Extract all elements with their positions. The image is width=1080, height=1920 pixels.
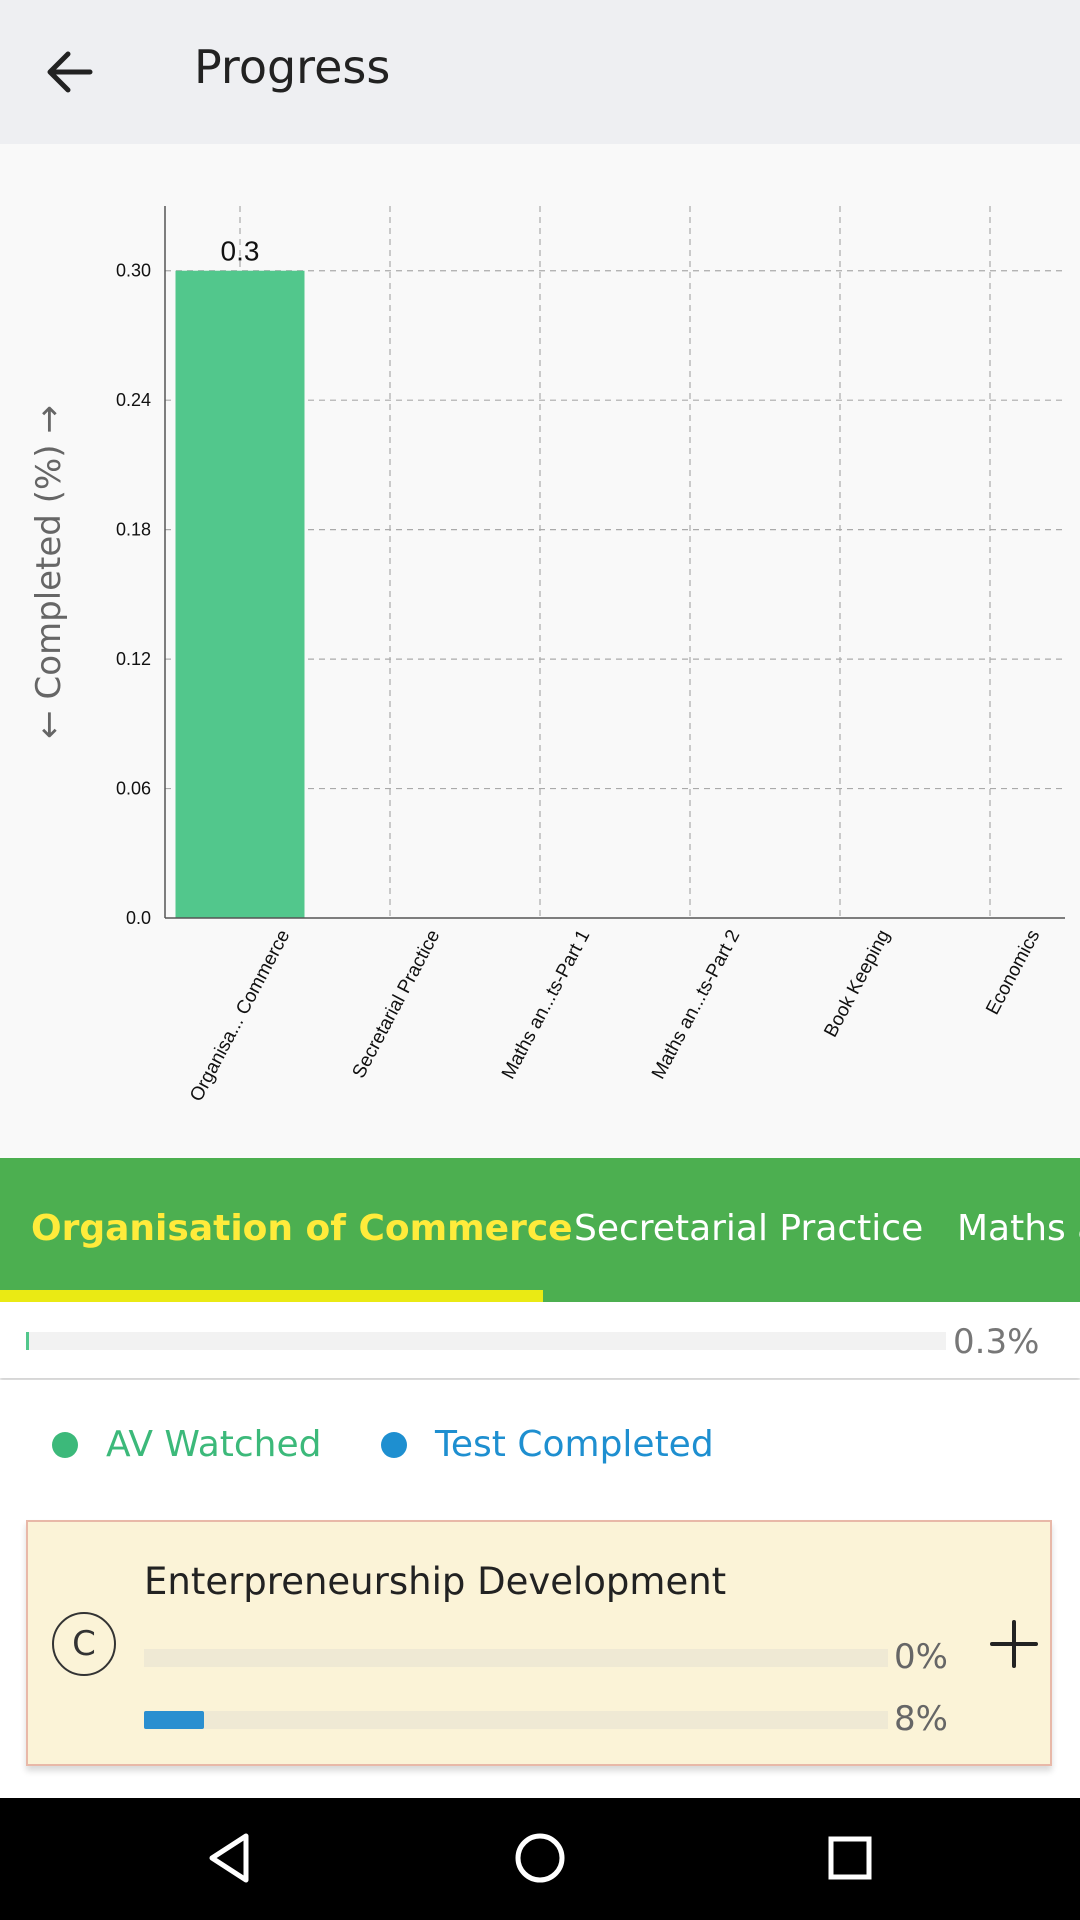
plus-icon bbox=[990, 1620, 1038, 1668]
overall-progress-track bbox=[26, 1332, 946, 1350]
av-progress-track bbox=[144, 1649, 888, 1667]
y-tick-label: 0.24 bbox=[116, 390, 151, 410]
nav-home-button[interactable] bbox=[508, 1826, 572, 1890]
bar-chart: 0.0 0.06 0.12 0.18 0.24 0.30 0.3 Organisa... Co… bbox=[29, 206, 1065, 1105]
chapter-title: Enterpreneurship Development bbox=[144, 1560, 727, 1603]
square-recents-icon bbox=[828, 1836, 872, 1880]
app-bar: Progress bbox=[0, 0, 1080, 144]
x-tick-label: Organisa... Commerce bbox=[186, 926, 294, 1105]
expand-button[interactable] bbox=[988, 1618, 1040, 1670]
active-tab-indicator bbox=[0, 1290, 543, 1302]
chapter-list: AV Watched Test Completed C Enterpreneur… bbox=[0, 1380, 1080, 1798]
green-dot-icon bbox=[52, 1431, 78, 1458]
triangle-back-icon bbox=[209, 1833, 249, 1883]
legend-label: AV Watched bbox=[106, 1424, 322, 1465]
blue-dot-icon bbox=[381, 1431, 407, 1458]
bar bbox=[175, 270, 305, 918]
y-tick-label: 0.0 bbox=[126, 908, 151, 928]
arrow-back-icon bbox=[47, 51, 93, 93]
nav-recents-button[interactable] bbox=[818, 1826, 882, 1890]
nav-back-button[interactable] bbox=[198, 1826, 262, 1890]
legend-av-watched: AV Watched bbox=[52, 1424, 321, 1465]
tab-organisation-of-commerce[interactable]: Organisation of Commerce bbox=[31, 1208, 573, 1249]
x-tick-label: Economics bbox=[982, 926, 1044, 1018]
chapter-badge: C bbox=[52, 1612, 116, 1676]
y-tick-label: 0.12 bbox=[116, 649, 151, 669]
tab-maths[interactable]: Maths a bbox=[957, 1208, 1080, 1249]
system-nav-bar bbox=[0, 1798, 1080, 1920]
x-tick-label: Maths an...ts-Part 2 bbox=[648, 926, 744, 1082]
x-tick-label: Secretarial Practice bbox=[349, 926, 445, 1081]
test-progress-percent: 8% bbox=[894, 1699, 948, 1739]
y-tick-label: 0.30 bbox=[116, 261, 151, 281]
back-button[interactable] bbox=[40, 42, 100, 102]
page-title: Progress bbox=[194, 40, 391, 94]
y-axis-label: ← Completed (%) → bbox=[29, 405, 69, 739]
overall-progress-fill bbox=[26, 1332, 29, 1350]
circle-home-icon bbox=[515, 1833, 565, 1883]
tab-secretarial-practice[interactable]: Secretarial Practice bbox=[574, 1208, 924, 1249]
legend-test-completed: Test Completed bbox=[381, 1424, 714, 1465]
y-tick-label: 0.18 bbox=[116, 520, 151, 540]
test-progress-track bbox=[144, 1711, 888, 1729]
legend-label: Test Completed bbox=[435, 1424, 714, 1465]
x-tick-label: Maths an...ts-Part 1 bbox=[498, 926, 594, 1082]
progress-chart: 0.0 0.06 0.12 0.18 0.24 0.30 0.3 Organisa... Co… bbox=[0, 144, 1080, 1156]
y-tick-label: 0.06 bbox=[116, 779, 151, 799]
chapter-card[interactable]: C Enterpreneurship Development 0% 8% bbox=[26, 1520, 1052, 1766]
subject-tabs: Organisation of Commerce Secretarial Pra… bbox=[0, 1158, 1080, 1303]
test-progress-fill bbox=[144, 1711, 204, 1729]
x-tick-label: Book Keeping bbox=[820, 926, 894, 1040]
av-progress-percent: 0% bbox=[894, 1637, 948, 1677]
overall-progress: 0.3% bbox=[0, 1302, 1080, 1378]
overall-progress-percent: 0.3% bbox=[953, 1322, 1040, 1362]
bar-data-label: 0.3 bbox=[221, 236, 260, 267]
